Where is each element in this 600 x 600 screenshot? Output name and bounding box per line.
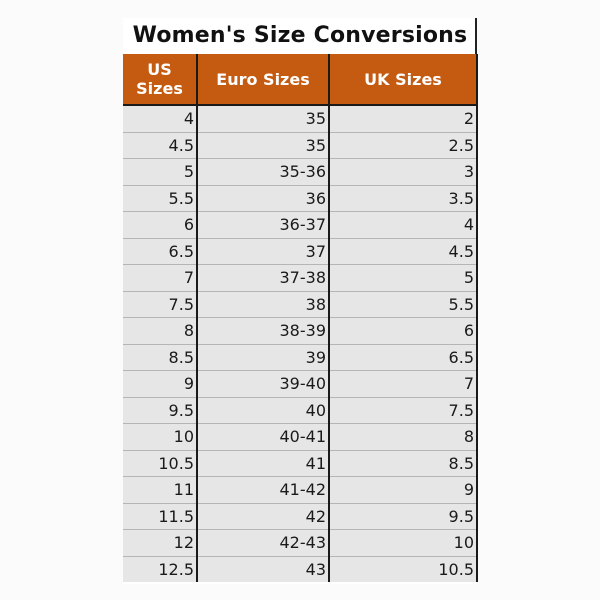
euro-size-cell: 37-38 <box>197 264 330 292</box>
table-row: 7.5 38 5.5 <box>123 291 478 318</box>
us-size-cell: 6.5 <box>123 238 198 265</box>
euro-size-cell: 41 <box>197 450 330 477</box>
euro-size-cell: 40-41 <box>197 423 330 451</box>
table-row: 8.5 39 6.5 <box>123 344 478 371</box>
euro-size-cell: 41-42 <box>197 476 330 504</box>
table-row: 4.5 35 2.5 <box>123 132 478 159</box>
uk-size-cell: 6.5 <box>329 344 478 371</box>
euro-size-cell: 38-39 <box>197 317 330 345</box>
us-size-cell: 7.5 <box>123 291 198 318</box>
us-size-cell: 12 <box>123 529 198 557</box>
euro-size-cell: 42-43 <box>197 529 330 557</box>
size-conversion-table: US Sizes Euro Sizes UK Sizes 4 35 2 4.5 35 2.… <box>123 54 478 582</box>
chart-title: Women's Size Conversions <box>132 23 468 48</box>
us-size-cell: 11.5 <box>123 503 198 530</box>
us-size-cell: 4 <box>123 105 198 133</box>
header-euro-sizes: Euro Sizes <box>197 54 330 106</box>
uk-size-cell: 4.5 <box>329 238 478 265</box>
euro-size-cell: 43 <box>197 556 330 582</box>
uk-size-cell: 2 <box>329 105 478 133</box>
table-row: 5 35-36 3 <box>123 158 478 186</box>
euro-size-cell: 40 <box>197 397 330 424</box>
title-divider <box>475 18 477 54</box>
uk-size-cell: 3 <box>329 158 478 186</box>
uk-size-cell: 2.5 <box>329 132 478 159</box>
us-size-cell: 9 <box>123 370 198 398</box>
table-body: 4 35 2 4.5 35 2.5 5 35-36 3 5.5 36 3.5 6 36-37 4 6.5 37 4… <box>123 105 478 582</box>
table-row: 8 38-39 6 <box>123 317 478 345</box>
uk-size-cell: 6 <box>329 317 478 345</box>
uk-size-cell: 8 <box>329 423 478 451</box>
table-row: 11 41-42 9 <box>123 476 478 504</box>
header-row: US Sizes Euro Sizes UK Sizes <box>123 54 478 106</box>
euro-size-cell: 36 <box>197 185 330 212</box>
table-row: 10 40-41 8 <box>123 423 478 451</box>
uk-size-cell: 9 <box>329 476 478 504</box>
table-row: 10.5 41 8.5 <box>123 450 478 477</box>
header-uk-sizes: UK Sizes <box>329 54 478 106</box>
table-row: 7 37-38 5 <box>123 264 478 292</box>
uk-size-cell: 8.5 <box>329 450 478 477</box>
table-row: 9 39-40 7 <box>123 370 478 398</box>
euro-size-cell: 35 <box>197 105 330 133</box>
table-row: 11.5 42 9.5 <box>123 503 478 530</box>
us-size-cell: 11 <box>123 476 198 504</box>
table-row: 4 35 2 <box>123 105 478 133</box>
table-row: 5.5 36 3.5 <box>123 185 478 212</box>
us-size-cell: 8.5 <box>123 344 198 371</box>
table-row: 12.5 43 10.5 <box>123 556 478 582</box>
euro-size-cell: 39-40 <box>197 370 330 398</box>
table-row: 12 42-43 10 <box>123 529 478 557</box>
table-row: 6 36-37 4 <box>123 211 478 239</box>
uk-size-cell: 7.5 <box>329 397 478 424</box>
euro-size-cell: 38 <box>197 291 330 318</box>
us-size-cell: 10 <box>123 423 198 451</box>
header-us-sizes: US Sizes <box>123 54 198 106</box>
us-size-cell: 12.5 <box>123 556 198 582</box>
uk-size-cell: 10 <box>329 529 478 557</box>
uk-size-cell: 3.5 <box>329 185 478 212</box>
table-row: 9.5 40 7.5 <box>123 397 478 424</box>
uk-size-cell: 9.5 <box>329 503 478 530</box>
table-row: 6.5 37 4.5 <box>123 238 478 265</box>
us-size-cell: 8 <box>123 317 198 345</box>
us-size-cell: 4.5 <box>123 132 198 159</box>
us-size-cell: 6 <box>123 211 198 239</box>
us-size-cell: 5.5 <box>123 185 198 212</box>
uk-size-cell: 5 <box>329 264 478 292</box>
us-size-cell: 7 <box>123 264 198 292</box>
size-chart-sheet: Women's Size Conversions US Sizes Euro S… <box>123 18 478 584</box>
us-size-cell: 9.5 <box>123 397 198 424</box>
euro-size-cell: 37 <box>197 238 330 265</box>
us-size-cell: 10.5 <box>123 450 198 477</box>
euro-size-cell: 35-36 <box>197 158 330 186</box>
uk-size-cell: 10.5 <box>329 556 478 582</box>
uk-size-cell: 5.5 <box>329 291 478 318</box>
us-size-cell: 5 <box>123 158 198 186</box>
euro-size-cell: 36-37 <box>197 211 330 239</box>
euro-size-cell: 42 <box>197 503 330 530</box>
uk-size-cell: 7 <box>329 370 478 398</box>
uk-size-cell: 4 <box>329 211 478 239</box>
euro-size-cell: 35 <box>197 132 330 159</box>
euro-size-cell: 39 <box>197 344 330 371</box>
